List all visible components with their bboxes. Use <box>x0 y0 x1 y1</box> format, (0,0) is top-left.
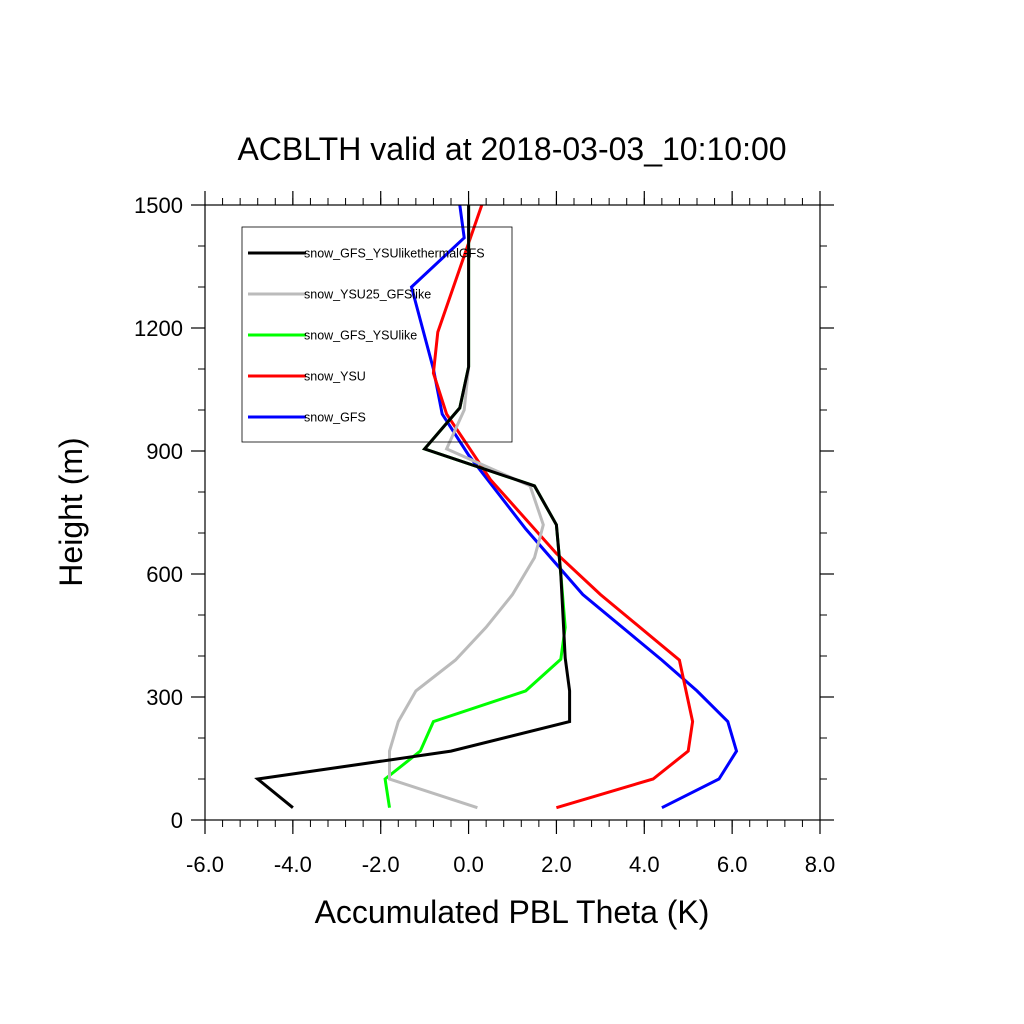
series-line-snow_GFS_YSUlikethermalGFS <box>254 205 572 809</box>
x-tick-label: 2.0 <box>541 852 572 877</box>
x-tick-label: -4.0 <box>274 852 312 877</box>
legend-label: snow_GFS_YSUlike <box>304 329 417 343</box>
y-tick-label: 1200 <box>134 316 183 341</box>
legend-label: snow_GFS_YSUlikethermalGFS <box>304 247 485 261</box>
x-tick-label: 4.0 <box>629 852 660 877</box>
legend-label: snow_YSU25_GFSlike <box>304 288 431 302</box>
y-tick-label: 0 <box>171 808 183 833</box>
legend-label: snow_YSU <box>304 370 366 384</box>
chart-title: ACBLTH valid at 2018-03-03_10:10:00 <box>237 131 786 167</box>
series-line-snow_YSU <box>431 204 695 810</box>
x-tick-label: 6.0 <box>717 852 748 877</box>
legend-box <box>241 226 513 443</box>
axes-layer: -6.0 -4.0 -2.0 0.0 2.0 4.0 6.0 8.0 0 300 600 900 120… <box>134 191 835 877</box>
y-tick-label: 600 <box>146 562 183 587</box>
series-layer <box>254 204 739 810</box>
x-tick-label: 8.0 <box>805 852 836 877</box>
x-tick-label: -6.0 <box>186 852 224 877</box>
y-axis-title: Height (m) <box>53 437 89 586</box>
legend: snow_GFS_YSUlikethermalGFS snow_YSU25_GFS… <box>241 226 513 443</box>
legend-label: snow_GFS <box>304 411 366 425</box>
y-tick-label: 900 <box>146 439 183 464</box>
x-tick-label: -2.0 <box>362 852 400 877</box>
series-line-snow_YSU25_GFSlike <box>388 205 545 810</box>
y-tick-label: 1500 <box>134 193 183 218</box>
y-tick-label: 300 <box>146 685 183 710</box>
x-tick-label: 0.0 <box>453 852 484 877</box>
plot-frame <box>204 204 821 821</box>
x-axis-title: Accumulated PBL Theta (K) <box>315 894 710 930</box>
plot-area: -6.0 -4.0 -2.0 0.0 2.0 4.0 6.0 8.0 0 300 600 900 120… <box>134 191 835 877</box>
series-line-snow_GFS <box>409 204 739 810</box>
